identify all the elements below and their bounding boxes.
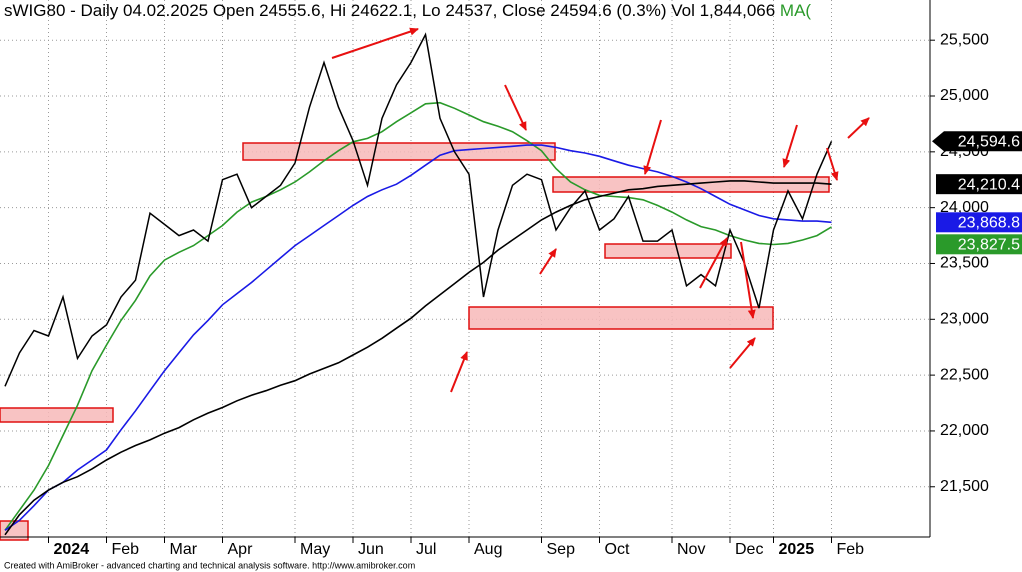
x-tick-label: Mar <box>170 541 198 558</box>
y-tick-label: 22,000 <box>940 422 989 439</box>
x-tick-label: Jun <box>358 541 384 558</box>
y-tick-label: 23,500 <box>940 255 989 272</box>
series-line <box>4 144 832 531</box>
arrow <box>729 337 756 369</box>
arrow <box>847 117 870 139</box>
ma-label: MA( <box>780 1 812 20</box>
last-value-label: 24,210.4 <box>958 176 1020 193</box>
arrow <box>826 147 839 181</box>
x-tick-label: Sep <box>547 541 576 558</box>
x-tick-label: Dec <box>735 541 763 558</box>
x-tick-label: 2024 <box>54 541 90 558</box>
arrows <box>331 27 870 393</box>
series-line <box>4 32 833 387</box>
last-value-label: 23,868.8 <box>958 215 1020 232</box>
last-value-label: 24,594.6 <box>958 133 1020 150</box>
y-tick-label: 25,000 <box>940 87 989 104</box>
arrow <box>450 351 468 393</box>
arrow <box>699 237 728 289</box>
x-tick-label: Feb <box>837 541 865 558</box>
x-tick-label: Aug <box>474 541 502 558</box>
x-tick-label: Feb <box>112 541 140 558</box>
zone <box>242 142 556 161</box>
label-layer: 21,500 22,000 22,500 23,000 23,500 24,000 24,5… <box>48 31 1022 558</box>
title-text: sWIG80 - Daily 04.02.2025 Open 24555.6, … <box>4 1 780 20</box>
x-tick-label: May <box>300 541 330 558</box>
y-tick-label: 24,000 <box>940 199 989 216</box>
x-tick-label: Apr <box>228 541 254 558</box>
last-value-label: 23,827.5 <box>958 237 1020 254</box>
y-tick-label: 23,000 <box>940 311 989 328</box>
footer: Created with AmiBroker - advanced charti… <box>4 560 415 570</box>
data-layer <box>4 32 833 536</box>
arrow <box>643 119 662 175</box>
zone <box>468 306 774 330</box>
chart-title: sWIG80 - Daily 04.02.2025 Open 24555.6, … <box>4 1 811 20</box>
series-line <box>4 180 832 536</box>
last-value-tag <box>936 212 1022 233</box>
arrow <box>740 241 756 319</box>
y-tick-label: 22,500 <box>940 366 989 383</box>
arrow <box>782 124 798 168</box>
x-tick-label: Oct <box>605 541 630 558</box>
arrow <box>504 84 527 131</box>
x-tick-label: Jul <box>416 541 436 558</box>
x-tick-label: Nov <box>677 541 705 558</box>
zone <box>604 243 732 259</box>
last-value-tag <box>932 131 1022 152</box>
last-value-tag <box>936 174 1022 195</box>
x-tick-label: 2025 <box>779 541 815 558</box>
series-line <box>4 101 832 531</box>
arrow <box>331 27 419 59</box>
last-value-tag <box>936 234 1022 255</box>
y-tick-label: 21,500 <box>940 478 989 495</box>
y-tick-label: 25,500 <box>940 31 989 48</box>
zone <box>0 407 114 423</box>
arrow <box>539 248 557 275</box>
